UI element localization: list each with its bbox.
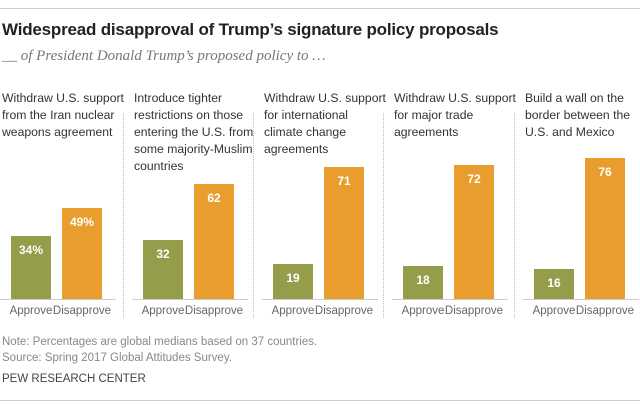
bottom-rule: [0, 400, 640, 401]
category-label: Disapprove: [52, 305, 112, 317]
category-label: Approve: [271, 305, 315, 317]
data-label: 71: [337, 174, 351, 189]
baseline: [132, 299, 248, 300]
baseline: [392, 299, 508, 300]
panel-divider: [514, 113, 515, 318]
category-label: Disapprove: [314, 305, 374, 317]
organization: PEW RESEARCH CENTER: [2, 373, 146, 385]
bar-disapprove: [585, 158, 625, 299]
bar-approve: [143, 239, 183, 299]
baseline: [0, 299, 116, 300]
note: Note: Percentages are global medians bas…: [2, 336, 318, 348]
bar-approve: [534, 269, 574, 299]
source: Source: Spring 2017 Global Attitudes Sur…: [2, 352, 232, 364]
bar-approve: [403, 265, 443, 299]
data-label: 34%: [18, 242, 44, 257]
bar-disapprove: [194, 183, 234, 299]
category-label: Approve: [401, 305, 445, 317]
data-label: 76: [598, 165, 612, 179]
data-label: 18: [416, 272, 430, 287]
category-label: Approve: [532, 305, 576, 317]
top-rule: [0, 8, 640, 9]
bar-disapprove: [62, 208, 102, 299]
panel-label: Build a wall on the border between the U…: [525, 91, 631, 139]
category-label: Approve: [9, 305, 53, 317]
data-label: 32: [156, 246, 170, 261]
panel-divider: [253, 113, 254, 318]
category-label: Disapprove: [184, 305, 244, 317]
chart-subtitle: __ of President Donald Trump’s proposed …: [2, 48, 326, 64]
panel-label: Withdraw U.S. support from the Iran nucl…: [2, 91, 124, 139]
panel-label: Withdraw U.S. support for international …: [264, 91, 386, 156]
bar-disapprove: [324, 167, 364, 299]
category-label: Disapprove: [575, 305, 635, 317]
bar-approve: [273, 263, 313, 299]
data-label: 49%: [69, 215, 95, 230]
data-label: 19: [286, 270, 300, 285]
panel-divider: [383, 113, 384, 318]
category-label: Disapprove: [444, 305, 504, 317]
baseline: [523, 299, 639, 300]
data-label: 62: [207, 190, 221, 205]
data-label: 16: [547, 276, 561, 291]
bar-disapprove: [454, 165, 494, 299]
category-label: Approve: [141, 305, 185, 317]
chart-title: Widespread disapproval of Trump’s signat…: [2, 20, 499, 39]
panel-divider: [123, 113, 124, 318]
panel-label: Withdraw U.S. support for major trade ag…: [394, 91, 516, 139]
baseline: [262, 299, 378, 300]
data-label: 72: [467, 172, 481, 187]
bar-approve: [11, 235, 51, 299]
panel-label: Introduce tighter restrictions on those …: [134, 91, 254, 173]
